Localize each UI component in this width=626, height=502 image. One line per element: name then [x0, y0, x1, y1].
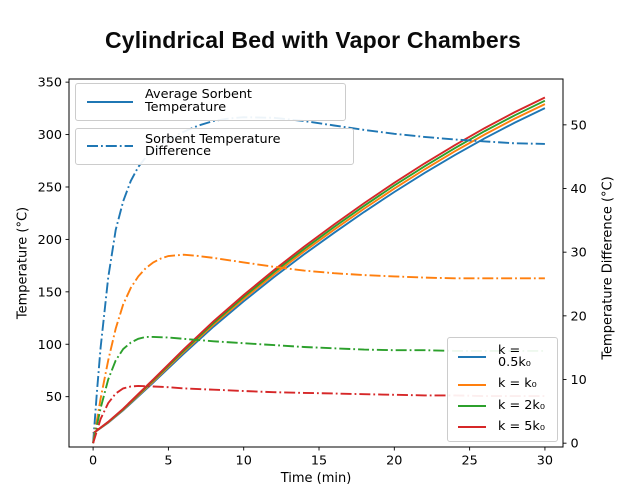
x-tick-label: 15 — [311, 454, 327, 469]
legend-label: k = 0.5k₀ — [498, 342, 531, 371]
y-axis-label-right: Temperature Difference (°C) — [600, 176, 616, 360]
y-right-tick-label: 40 — [571, 182, 587, 197]
dashdot-line-swatch — [87, 145, 133, 148]
legend-box-dashdot: Sorbent Temperature Difference — [75, 127, 354, 166]
x-axis-label: Time (min) — [280, 471, 352, 486]
legend-entry: Average Sorbent Temperature — [85, 87, 336, 115]
solid-line-swatch — [458, 383, 486, 386]
y-right-tick-label: 30 — [571, 246, 587, 261]
y-left-tick-label: 100 — [38, 338, 62, 353]
y-right-tick-label: 0 — [571, 437, 579, 452]
legend-label: k = 5k₀ — [498, 418, 545, 434]
y-axis-label-left: Temperature (°C) — [15, 206, 31, 320]
y-left-tick-label: 350 — [38, 76, 62, 91]
legend-entry: Sorbent Temperature Difference — [85, 131, 344, 160]
y-left-tick-label: 50 — [46, 390, 62, 405]
temp-diff-k5-line — [92, 384, 545, 444]
solid-line-swatch — [458, 356, 486, 359]
legend-k-values: k = 0.5k₀ k = k₀ k = 2k₀ k = 5k₀ — [447, 337, 558, 442]
y-left-tick-label: 150 — [38, 285, 62, 300]
legend-entry: k = 0.5k₀ — [456, 342, 549, 371]
x-tick-label: 30 — [537, 454, 553, 469]
solid-line-swatch — [458, 405, 486, 407]
legend-label: k = 2k₀ — [498, 397, 545, 413]
y-left-tick-label: 200 — [38, 233, 62, 248]
x-tick-label: 10 — [236, 454, 252, 469]
solid-line-swatch — [87, 100, 133, 103]
legend-label: k = k₀ — [498, 376, 537, 392]
plot-border — [68, 78, 564, 448]
x-tick-label: 0 — [89, 454, 97, 469]
legend-entry: k = 5k₀ — [456, 420, 549, 434]
x-tick-label: 25 — [461, 454, 477, 469]
legend-box-solid: Average Sorbent Temperature — [75, 83, 346, 121]
temp-diff-k2-line — [92, 335, 545, 444]
legend-label: Sorbent Temperature Difference — [145, 131, 281, 160]
y-left-tick-label: 300 — [38, 128, 62, 143]
temp-diff-k0.5-line — [92, 116, 545, 444]
legend-line-types: Average Sorbent Temperature Sorbent Tempe… — [75, 83, 354, 172]
y-right-tick-label: 20 — [571, 309, 587, 324]
x-tick-label: 5 — [164, 454, 172, 469]
legend-entry: k = k₀ — [456, 376, 549, 392]
chart-title: Cylindrical Bed with Vapor Chambers — [105, 27, 521, 53]
y-left-tick-label: 250 — [38, 180, 62, 195]
solid-line-swatch — [458, 426, 486, 429]
legend-label: Average Sorbent Temperature — [145, 87, 252, 115]
legend-entry: k = 2k₀ — [456, 399, 549, 413]
y-right-tick-label: 50 — [571, 118, 587, 133]
y-right-tick-label: 10 — [571, 373, 587, 388]
temp-diff-k1-line — [92, 253, 545, 444]
x-tick-label: 20 — [386, 454, 402, 469]
